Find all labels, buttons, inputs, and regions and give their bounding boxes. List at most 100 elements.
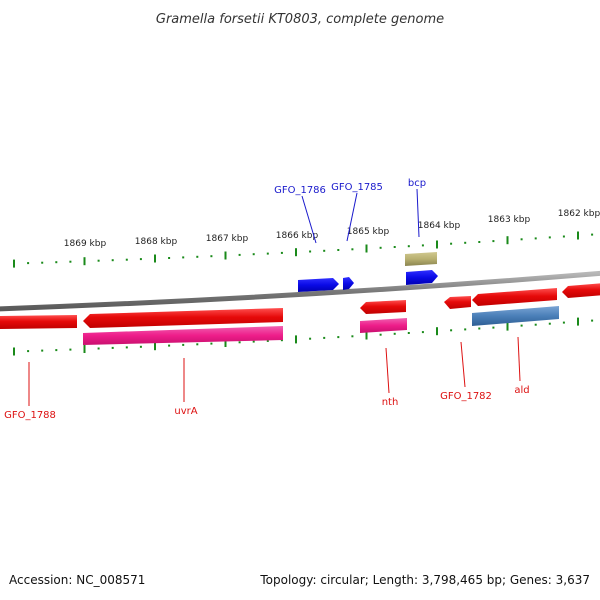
ruler-minor-tick (27, 350, 30, 353)
ruler-major-tick (365, 244, 368, 253)
ruler-minor-tick (41, 349, 44, 352)
ruler-major-tick (436, 240, 438, 249)
ruler-minor-tick (591, 319, 594, 322)
ruler-minor-tick (139, 345, 142, 348)
map-title: Gramella forsetii KT0803, complete genom… (156, 12, 444, 27)
ruler-minor-tick (97, 259, 100, 262)
gene-gfo-1782-arrow[interactable] (444, 296, 471, 309)
ruler-major-tick (506, 322, 509, 331)
topology-summary-text: Topology: circular; Length: 3,798,465 bp… (260, 573, 590, 587)
ruler-minor-tick (379, 333, 382, 336)
ruler-minor-tick (280, 339, 283, 342)
nth-leader (385, 347, 390, 394)
ruler-minor-tick (182, 343, 185, 346)
gene-gfo-1785-arrow[interactable] (343, 277, 354, 290)
ruler-minor-tick (337, 249, 340, 251)
ruler-minor-tick (520, 238, 523, 241)
ruler-major-tick (83, 257, 86, 266)
bcp-leader (416, 188, 420, 238)
ruler-minor-tick (27, 262, 30, 265)
ruler-minor-tick (464, 328, 467, 331)
ruler-minor-tick (210, 255, 213, 258)
gene-label-bcp[interactable]: bcp (408, 178, 426, 189)
gene-ald-arrow[interactable] (472, 288, 557, 306)
ruler-bottom (13, 317, 594, 356)
ruler-minor-tick (196, 343, 199, 346)
gene-label-nth[interactable]: nth (382, 397, 399, 408)
gene-uvra-arrow[interactable] (83, 308, 283, 328)
gene-label-ald[interactable]: ald (514, 385, 529, 396)
ruler-minor-tick (393, 332, 396, 335)
ruler-major-tick (436, 327, 438, 336)
ruler-minor-tick (421, 331, 424, 334)
ruler-minor-tick (196, 255, 199, 258)
ruler-minor-tick (238, 253, 241, 256)
tick-label: 1864 kbp (418, 221, 461, 231)
ruler-minor-tick (407, 245, 410, 248)
gene-label-gfo-1785[interactable]: GFO_1785 (331, 182, 383, 193)
tick-label: 1868 kbp (135, 237, 178, 247)
ruler-minor-tick (534, 323, 537, 326)
gene-label-gfo-1786[interactable]: GFO_1786 (274, 185, 326, 196)
ruler-minor-tick (393, 246, 396, 248)
ruler-minor-tick (478, 241, 481, 243)
ruler-minor-tick (280, 251, 283, 254)
gene-nth-rna-box[interactable] (360, 318, 407, 333)
ruler-minor-tick (351, 248, 354, 251)
ruler-minor-tick (111, 259, 114, 262)
ruler-minor-tick (478, 327, 481, 330)
gene-uvra-rna-box[interactable] (83, 326, 283, 345)
feature-steelblue-box[interactable] (472, 306, 559, 326)
gene-label-uvra[interactable]: uvrA (174, 406, 197, 417)
gene-bcp-arrow[interactable] (406, 270, 438, 285)
ruler-minor-tick (168, 344, 171, 347)
ruler-minor-tick (125, 346, 128, 349)
ruler-major-tick (83, 345, 86, 353)
gfo-1785-leader (346, 192, 358, 242)
accession-text: Accession: NC_008571 (9, 573, 146, 587)
tick-label: 1866 kbp (276, 231, 319, 241)
backbone-line (0, 270, 600, 312)
ruler-minor-tick (309, 337, 312, 340)
ruler-top (13, 231, 594, 268)
ruler-minor-tick (323, 249, 326, 252)
ruler-minor-tick (520, 324, 523, 327)
ald-leader (517, 336, 521, 382)
ruler-minor-tick (238, 341, 241, 344)
ruler-major-tick (365, 331, 368, 340)
tick-label: 1862 kbp (558, 209, 600, 219)
gene-nth-arrow[interactable] (360, 300, 406, 314)
ruler-major-tick (224, 339, 227, 347)
ruler-minor-tick (182, 256, 185, 259)
ruler-minor-tick (492, 326, 495, 329)
feature-olive-box[interactable] (405, 252, 437, 266)
ruler-minor-tick (591, 233, 594, 236)
ruler-major-tick (154, 342, 156, 351)
ruler-major-tick (506, 236, 509, 245)
ruler-minor-tick (562, 321, 565, 324)
tick-label: 1865 kbp (347, 227, 390, 237)
ruler-minor-tick (407, 332, 410, 334)
ruler-minor-tick (562, 235, 565, 238)
ruler-minor-tick (252, 340, 255, 343)
ruler-major-tick (295, 248, 297, 257)
ruler-minor-tick (379, 246, 382, 249)
ruler-minor-tick (450, 242, 453, 245)
ruler-minor-tick (266, 252, 269, 255)
gene-unnamed-arrow[interactable] (562, 283, 600, 298)
ruler-minor-tick (337, 336, 340, 339)
gene-gfo-1788-arrow[interactable] (0, 315, 77, 329)
gene-label-gfo-1788[interactable]: GFO_1788 (4, 410, 56, 421)
ruler-minor-tick (450, 329, 453, 332)
gene-label-gfo-1782[interactable]: GFO_1782 (440, 391, 492, 402)
gene-gfo-1786-arrow[interactable] (298, 278, 339, 292)
ruler-minor-tick (97, 347, 100, 350)
ruler-minor-tick (125, 258, 128, 261)
ruler-minor-tick (266, 339, 269, 342)
ruler-minor-tick (548, 236, 551, 239)
ruler-major-tick (13, 347, 15, 356)
ruler-major-tick (295, 335, 297, 344)
tick-label: 1867 kbp (206, 234, 249, 244)
ruler-major-tick (224, 251, 227, 260)
ruler-major-tick (577, 317, 579, 326)
